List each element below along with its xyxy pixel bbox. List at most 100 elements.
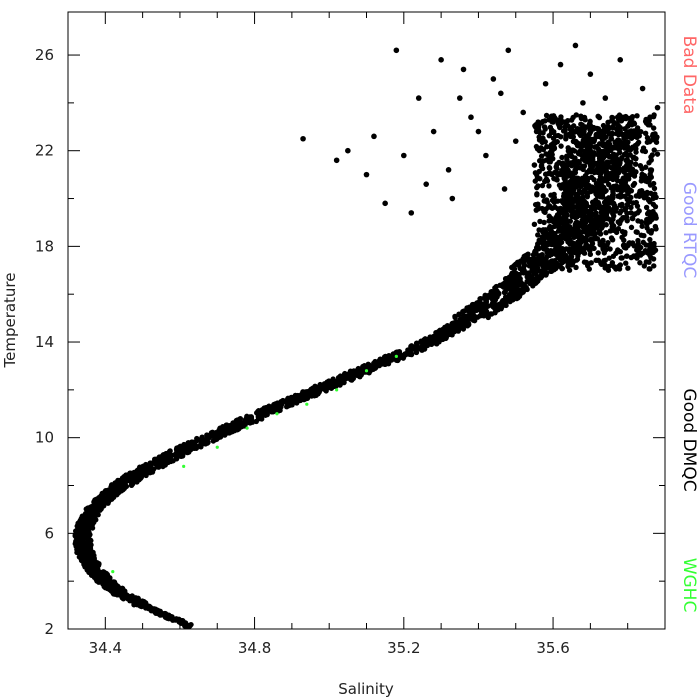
data-point [558, 143, 564, 149]
data-point [563, 136, 569, 142]
data-point [565, 148, 572, 154]
data-point [114, 490, 120, 496]
data-point [600, 246, 606, 253]
data-point [606, 255, 612, 261]
data-point [651, 263, 657, 269]
data-point [558, 171, 565, 178]
data-point [541, 124, 548, 130]
y-tick-label: 14 [35, 333, 54, 351]
data-point [121, 589, 127, 596]
data-point [284, 404, 290, 410]
data-point [542, 234, 548, 241]
data-point [123, 472, 129, 478]
data-point [611, 264, 617, 270]
data-point [574, 219, 580, 226]
wghc-point [394, 354, 398, 358]
data-point [531, 162, 538, 168]
data-point [651, 193, 657, 199]
data-point [608, 136, 614, 142]
data-point [616, 166, 623, 173]
data-point [103, 575, 109, 581]
data-point [595, 113, 601, 119]
data-point [106, 581, 113, 587]
data-point [419, 344, 425, 350]
data-point [537, 218, 543, 225]
data-point [588, 212, 594, 218]
data-point [246, 419, 252, 426]
data-point [560, 163, 566, 169]
data-point [610, 223, 617, 229]
data-point [396, 349, 403, 355]
data-point [556, 159, 562, 166]
data-point [581, 135, 588, 142]
data-point [172, 451, 179, 457]
data-point [579, 122, 585, 128]
data-point [161, 452, 167, 458]
data-point [415, 95, 422, 101]
data-point [475, 128, 482, 135]
data-point [490, 76, 497, 82]
data-point [539, 268, 545, 275]
data-point [523, 256, 530, 263]
data-point [423, 181, 430, 187]
data-point [478, 308, 484, 314]
data-point [624, 152, 631, 158]
data-point [636, 133, 642, 139]
data-point [546, 164, 553, 171]
data-point [609, 237, 616, 243]
data-point [419, 340, 425, 346]
data-point [539, 251, 545, 258]
data-point [264, 404, 271, 411]
data-point [110, 487, 116, 493]
data-point [449, 195, 456, 202]
data-point [125, 593, 131, 600]
data-point [156, 611, 162, 617]
data-point [80, 526, 87, 532]
data-point [533, 249, 539, 255]
data-point [628, 159, 634, 166]
data-point [386, 355, 392, 361]
data-point [589, 188, 595, 194]
data-point [543, 255, 549, 262]
data-point [136, 477, 142, 483]
data-point [571, 234, 577, 241]
data-point [540, 146, 547, 153]
data-point [562, 205, 569, 212]
data-point [555, 221, 561, 228]
data-point [570, 242, 576, 248]
data-point [591, 169, 598, 176]
data-point [328, 382, 334, 388]
data-point [373, 359, 380, 366]
data-point [536, 158, 543, 164]
data-point [548, 145, 554, 151]
data-point [498, 90, 504, 97]
data-point [586, 217, 593, 223]
data-point [178, 449, 185, 455]
data-point [617, 262, 624, 268]
data-point [210, 433, 216, 439]
data-point [559, 235, 565, 241]
data-point [647, 236, 653, 243]
data-point [603, 150, 609, 157]
data-point [542, 171, 549, 177]
data-point [533, 271, 539, 277]
data-point [492, 297, 499, 303]
data-point [609, 123, 616, 130]
data-point [606, 154, 613, 160]
legend-item: Good RTQC [679, 182, 699, 278]
data-point [645, 197, 652, 203]
data-point [580, 100, 586, 106]
data-point [533, 275, 540, 282]
data-point [646, 242, 652, 249]
data-point [538, 153, 545, 159]
data-point [633, 193, 640, 199]
data-point [558, 239, 565, 245]
axis-ticks [67, 12, 666, 630]
data-point [570, 189, 577, 196]
data-point [547, 124, 554, 131]
data-point [573, 112, 579, 118]
data-point [482, 296, 489, 302]
wghc-point [364, 369, 369, 373]
data-point [542, 244, 548, 250]
